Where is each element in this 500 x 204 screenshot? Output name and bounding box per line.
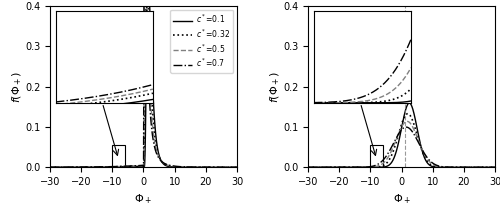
Bar xyxy=(112,145,125,167)
Y-axis label: $f(\Phi_+)$: $f(\Phi_+)$ xyxy=(268,71,281,103)
Legend: $c^*$=0.1, $c^*$=0.32, $c^*$=0.5, $c^*$=0.7: $c^*$=0.1, $c^*$=0.32, $c^*$=0.5, $c^*$=… xyxy=(170,10,233,73)
X-axis label: $\Phi_+$: $\Phi_+$ xyxy=(392,193,410,204)
Y-axis label: $f(\Phi_+)$: $f(\Phi_+)$ xyxy=(10,71,24,103)
Bar xyxy=(370,145,383,167)
X-axis label: $\Phi_+$: $\Phi_+$ xyxy=(134,193,152,204)
